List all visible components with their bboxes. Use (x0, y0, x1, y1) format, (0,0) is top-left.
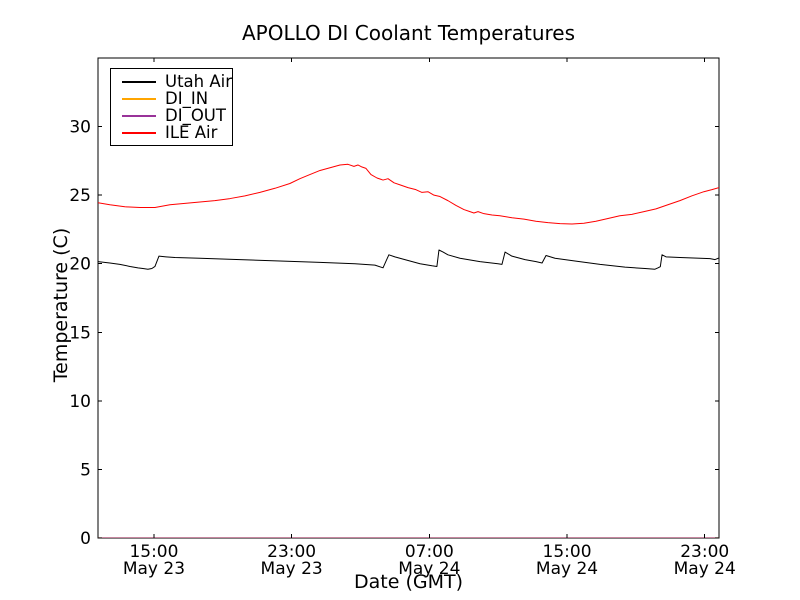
legend-label: DI_IN (165, 89, 209, 108)
x-tick-label-date: May 24 (398, 559, 460, 579)
legend-entry-di-in: DI_IN (122, 90, 226, 107)
chart-title: APOLLO DI Coolant Temperatures (241, 21, 576, 45)
legend-entry-ile-air: ILE Air (122, 124, 226, 141)
x-tick-label-time: 23:00 (680, 542, 729, 562)
x-tick-label-time: 23:00 (267, 542, 316, 562)
legend-label: ILE Air (165, 123, 218, 142)
x-tick-label-date: May 24 (536, 559, 598, 579)
y-tick-label: 15 (69, 323, 91, 343)
y-tick-label: 25 (69, 186, 91, 206)
y-tick-label: 0 (80, 529, 91, 549)
x-tick-label-time: 07:00 (405, 542, 454, 562)
series-line-utah-air (98, 249, 719, 270)
x-axis-label: Date (GMT) (354, 571, 463, 593)
x-tick-label-date: May 23 (123, 559, 185, 579)
legend-box: Utah Air DI_IN DI_OUT ILE Air (110, 68, 233, 146)
legend-label: DI_OUT (165, 106, 226, 125)
x-tick-label-time: 15:00 (129, 542, 178, 562)
di-in-line-icon (122, 97, 156, 100)
series-group (98, 163, 719, 538)
di-out-line-icon (122, 114, 156, 117)
x-tick-label-date: May 24 (674, 559, 736, 579)
y-tick-label: 20 (69, 255, 91, 275)
x-tick-label-time: 15:00 (543, 542, 592, 562)
x-tick-label-date: May 23 (261, 559, 323, 579)
ile-air-line-icon (122, 131, 156, 134)
y-tick-label: 10 (69, 392, 91, 412)
y-tick-label: 30 (69, 118, 91, 138)
y-tick-label: 5 (80, 460, 91, 480)
legend-entry-utah-air: Utah Air (122, 73, 232, 90)
legend-label: Utah Air (165, 72, 233, 91)
utah-air-line-icon (122, 80, 156, 83)
legend-entry-di-out: DI_OUT (122, 107, 226, 124)
y-axis-label: Temperature (C) (50, 227, 72, 383)
series-line-ile-air (98, 163, 719, 225)
